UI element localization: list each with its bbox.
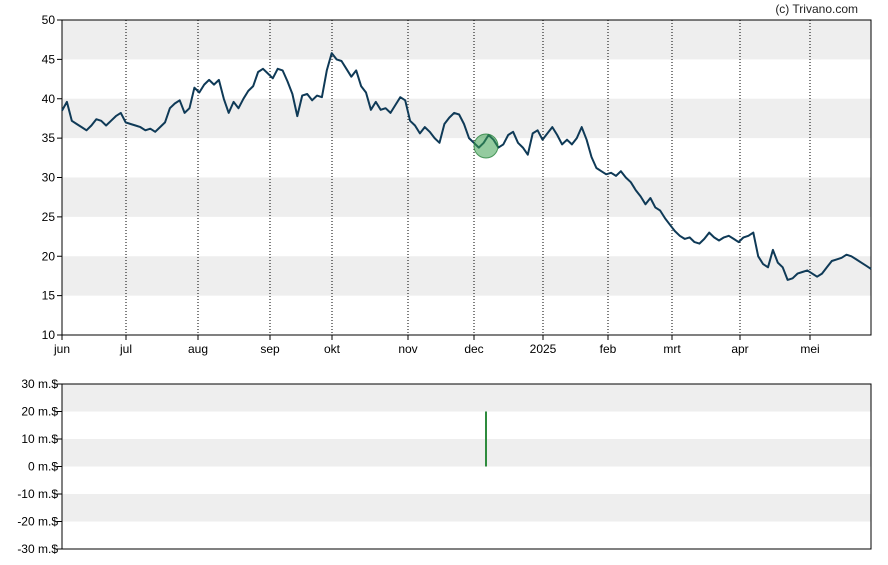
x-tick-label: mrt bbox=[663, 342, 681, 356]
x-tick-label: feb bbox=[600, 342, 617, 356]
y-tick-label: 10 m.$ bbox=[21, 432, 58, 446]
y-tick-label: 20 bbox=[42, 249, 56, 263]
price-grid-band bbox=[62, 20, 871, 60]
y-tick-label: 30 m.$ bbox=[21, 377, 58, 391]
x-tick-label: jul bbox=[119, 342, 132, 356]
x-tick-label: nov bbox=[398, 342, 417, 356]
x-tick-label: okt bbox=[324, 342, 341, 356]
price-panel: jun jul aug sep okt nov dec 2025 feb mrt apr mei101… bbox=[42, 13, 872, 356]
y-tick-label: -20 m.$ bbox=[17, 515, 58, 529]
price-grid-band bbox=[62, 177, 871, 217]
y-tick-label: 30 bbox=[42, 171, 56, 185]
y-tick-label: 45 bbox=[42, 52, 56, 66]
price-grid-band bbox=[62, 256, 871, 296]
y-tick-label: 10 bbox=[42, 328, 56, 342]
x-tick-label: dec bbox=[464, 342, 483, 356]
y-tick-label: 15 bbox=[42, 289, 56, 303]
price-line bbox=[61, 52, 872, 281]
y-tick-label: 35 bbox=[42, 131, 56, 145]
event-marker bbox=[473, 133, 499, 159]
volume-panel: 30 m.$ 20 m.$ 10 m.$ 0 m.$ -10 m.$ -20 m.$ -30… bbox=[17, 377, 872, 556]
y-tick-label: 50 bbox=[42, 13, 56, 27]
y-tick-label: 0 m.$ bbox=[28, 460, 58, 474]
y-tick-label: 25 bbox=[42, 210, 56, 224]
x-tick-label: 2025 bbox=[530, 342, 557, 356]
x-tick-label: sep bbox=[260, 342, 280, 356]
y-tick-label: -30 m.$ bbox=[17, 542, 58, 556]
x-tick-label: aug bbox=[188, 342, 208, 356]
volume-grid-band bbox=[62, 439, 871, 467]
volume-grid-band bbox=[62, 494, 871, 522]
y-tick-label: -10 m.$ bbox=[17, 487, 58, 501]
y-tick-label: 20 m.$ bbox=[21, 405, 58, 419]
volume-grid-band bbox=[62, 384, 871, 412]
y-tick-label: 40 bbox=[42, 92, 56, 106]
x-tick-label: jun bbox=[53, 342, 70, 356]
x-tick-label: mei bbox=[800, 342, 819, 356]
volume-plot-frame bbox=[61, 383, 872, 550]
credit-label: (c) Trivano.com bbox=[775, 2, 858, 16]
price-plot-frame bbox=[61, 19, 872, 336]
x-tick-label: apr bbox=[731, 342, 748, 356]
